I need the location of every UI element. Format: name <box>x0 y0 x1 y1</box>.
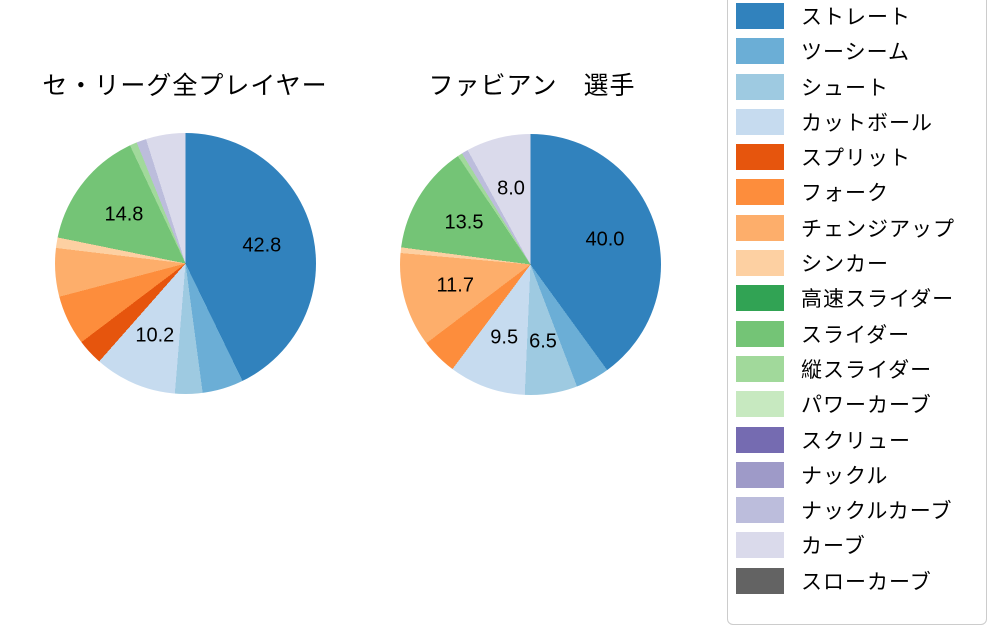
legend-label: シンカー <box>801 253 889 277</box>
pie-percentage-label: 13.5 <box>444 211 484 234</box>
pie-percentage-label: 8.0 <box>497 177 525 200</box>
legend-color-swatch <box>736 38 784 65</box>
legend-item: フォーク <box>736 179 986 206</box>
legend-item: 高速スライダー <box>736 285 986 312</box>
legend-label: 縦スライダー <box>801 358 933 382</box>
legend-item: パワーカーブ <box>736 391 986 418</box>
legend-label: 高速スライダー <box>801 288 955 312</box>
legend-item: ナックルカーブ <box>736 497 986 524</box>
legend-color-swatch <box>736 497 784 524</box>
legend-item: ツーシーム <box>736 38 986 65</box>
legend-label: カーブ <box>801 535 866 559</box>
legend-label: スライダー <box>801 323 911 347</box>
legend-item: カットボール <box>736 108 986 135</box>
legend-color-swatch <box>736 426 784 453</box>
pie-percentage-label: 9.5 <box>490 326 519 349</box>
legend-label: ナックル <box>801 464 889 488</box>
legend-label: スローカーブ <box>801 570 932 594</box>
legend-item: シンカー <box>736 250 986 277</box>
player-pie-chart: 40.0 6.5 9.5 11.7 13.5 8.0 <box>400 134 661 395</box>
legend-item: シュート <box>736 73 986 100</box>
legend-color-swatch <box>736 73 784 100</box>
pie-percentage-label: 14.8 <box>104 203 144 226</box>
legend-item: ナックル <box>736 461 986 488</box>
legend-color-swatch <box>736 144 784 171</box>
legend-color-swatch <box>736 108 784 135</box>
left-pie-title: セ・リーグ全プレイヤー <box>42 72 328 100</box>
legend-color-swatch <box>736 532 784 559</box>
legend-label: ナックルカーブ <box>801 500 953 524</box>
legend-color-swatch <box>736 179 784 206</box>
pie-percentage-label: 42.8 <box>242 234 282 257</box>
legend-item: スプリット <box>736 144 986 171</box>
legend-color-swatch <box>736 567 784 594</box>
legend-color-swatch <box>736 355 784 382</box>
legend-label: チェンジアップ <box>801 217 955 241</box>
legend-item: スローカーブ <box>736 567 986 594</box>
league-average-pie-chart: 42.8 10.2 14.8 <box>55 133 316 394</box>
right-pie-title: ファビアン 選手 <box>428 72 636 100</box>
legend-color-swatch <box>736 320 784 347</box>
legend-label: スクリュー <box>801 429 911 453</box>
legend-item: ストレート <box>736 3 986 29</box>
legend-label: スプリット <box>801 147 911 171</box>
legend-item: 縦スライダー <box>736 355 986 382</box>
pie-percentage-label: 10.2 <box>135 324 175 347</box>
legend-color-swatch <box>736 461 784 488</box>
legend-label: パワーカーブ <box>801 394 932 418</box>
legend-label: カットボール <box>801 111 933 135</box>
legend-label: ツーシーム <box>801 41 910 65</box>
legend-label: ストレート <box>801 6 911 29</box>
pitch-type-legend: ストレートツーシームシュートカットボール スプリットフォークチェンジアップ シンカー… <box>727 0 987 625</box>
legend-color-swatch <box>736 391 784 418</box>
pitch-distribution-figure: セ・リーグ全プレイヤー ファビアン 選手 42.8 10.2 14.8 40.0 6.… <box>42 0 987 625</box>
legend-color-swatch <box>736 250 784 277</box>
pie-percentage-label: 11.7 <box>436 274 474 297</box>
legend-item: スライダー <box>736 320 986 347</box>
pie-percentage-label: 40.0 <box>585 228 625 251</box>
legend-color-swatch <box>736 214 784 241</box>
legend-color-swatch <box>736 3 784 29</box>
legend-item: スクリュー <box>736 426 986 453</box>
pie-percentage-label: 6.5 <box>529 330 557 353</box>
legend-item: カーブ <box>736 532 986 559</box>
legend-color-swatch <box>736 285 784 312</box>
legend-item: チェンジアップ <box>736 214 986 241</box>
legend-label: フォーク <box>801 182 889 206</box>
legend-label: シュート <box>801 76 889 100</box>
